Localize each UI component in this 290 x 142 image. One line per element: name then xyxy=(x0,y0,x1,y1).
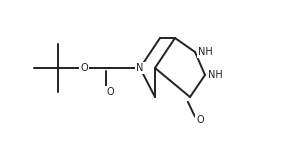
Text: N: N xyxy=(136,63,144,73)
Text: O: O xyxy=(106,87,114,97)
Text: NH: NH xyxy=(208,70,223,80)
Text: O: O xyxy=(196,115,204,125)
Text: NH: NH xyxy=(198,47,213,57)
Text: O: O xyxy=(80,63,88,73)
